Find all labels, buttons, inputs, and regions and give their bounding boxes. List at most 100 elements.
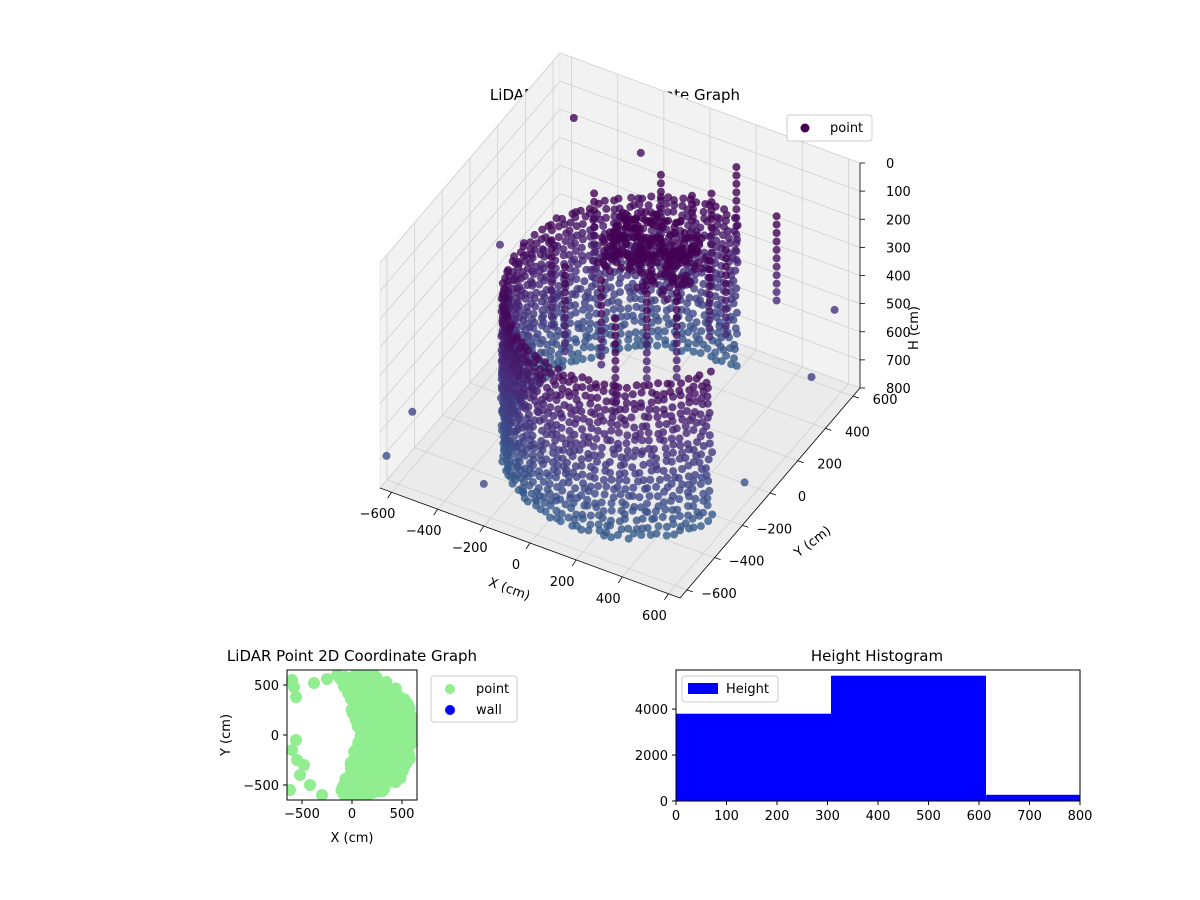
data-point-3d: [662, 531, 671, 540]
data-point-3d: [628, 311, 637, 320]
data-point-3d: [721, 313, 730, 322]
tick-mark-x-3d: [571, 559, 577, 567]
tick-mark-y-3d: [797, 460, 804, 464]
data-point-3d: [538, 306, 547, 315]
data-point-3d: [628, 390, 637, 399]
data-point-3d: [647, 466, 656, 475]
data-point-3d: [669, 440, 678, 449]
tick-mark-x-3d: [525, 542, 531, 550]
data-point-3d: [590, 410, 599, 418]
data-point-3d: [675, 254, 683, 263]
data-point-3d: [707, 189, 716, 198]
data-point-3d: [572, 383, 581, 392]
data-point-3d: [697, 234, 706, 243]
data-point-3d: [599, 387, 608, 395]
tick-mark-y-3d: [714, 557, 721, 560]
data-point-3d: [596, 450, 605, 459]
data-point-3d: [641, 485, 649, 493]
data-point-3d: [597, 301, 606, 310]
data-point-3d: [688, 208, 696, 217]
data-point-3d: [656, 179, 665, 188]
data-point-2d: [395, 763, 408, 776]
data-point-3d: [672, 331, 681, 339]
data-point-3d: [597, 318, 606, 327]
data-point-3d: [523, 281, 532, 289]
data-point-3d: [549, 411, 558, 420]
data-point-3d: [582, 265, 591, 274]
data-point-3d: [675, 454, 684, 463]
data-point-3d: [732, 308, 741, 317]
data-point-3d: [537, 297, 546, 306]
data-point-3d: [554, 222, 563, 231]
data-point-3d: [561, 271, 569, 280]
data-point-2d: [387, 688, 400, 701]
legend-label-point-2d: point: [476, 682, 509, 697]
data-point-3d: [600, 490, 609, 499]
data-point-3d: [705, 431, 714, 440]
data-point-3d: [696, 480, 705, 489]
data-point-3d: [567, 233, 576, 242]
data-point-3d: [647, 398, 656, 407]
data-point-3d: [655, 475, 664, 484]
legend-marker-point-3d: [800, 123, 810, 133]
data-point-3d: [772, 220, 781, 229]
data-point-3d: [539, 399, 548, 408]
data-point-3d: [646, 530, 655, 539]
data-point-3d: [602, 528, 611, 537]
data-point-3d: [567, 357, 576, 366]
data-point-3d: [642, 315, 651, 324]
legend-marker-wall-2d: [445, 705, 455, 715]
tick-label-z-3d: 100: [886, 185, 911, 200]
tick-mark-y-3d: [769, 492, 777, 496]
data-point-3d: [603, 262, 611, 271]
data-point-3d: [627, 413, 636, 422]
data-point-3d: [705, 486, 714, 495]
data-point-3d: [723, 227, 732, 235]
data-point-3d: [614, 383, 623, 392]
data-point-3d: [705, 299, 714, 307]
data-point-3d: [699, 496, 708, 505]
data-point-3d: [610, 485, 618, 494]
tick-label-x-histogram: 500: [916, 809, 941, 824]
histogram-bar: [676, 713, 831, 801]
data-point-3d: [598, 514, 607, 523]
data-point-3d: [643, 218, 652, 227]
tick-mark-y-3d: [825, 428, 832, 431]
data-point-3d: [538, 290, 547, 298]
data-point-3d: [670, 530, 679, 539]
data-point-3d: [705, 439, 714, 448]
data-point-3d: [578, 510, 587, 519]
data-point-3d: [600, 430, 609, 438]
data-point-3d: [515, 411, 524, 420]
data-point-3d: [656, 196, 665, 205]
data-point-3d: [613, 439, 622, 448]
data-point-3d: [563, 458, 571, 467]
data-point-3d: [696, 223, 705, 232]
data-point-3d: [707, 240, 716, 249]
data-point-3d: [526, 238, 535, 247]
data-point-3d: [650, 251, 659, 260]
data-point-3d: [721, 279, 730, 288]
data-point-3d: [597, 276, 606, 285]
data-point-3d: [571, 484, 580, 493]
data-point-3d: [632, 302, 641, 311]
tick-label-x-histogram: 700: [1017, 809, 1042, 824]
data-point-3d: [662, 450, 671, 459]
data-point-3d: [621, 485, 630, 494]
data-point-3d: [630, 423, 639, 432]
tick-label-x-3d: 400: [596, 592, 621, 607]
data-point-3d: [672, 305, 681, 314]
data-point-3d: [623, 446, 632, 455]
data-point-3d: [568, 209, 577, 218]
data-point-3d: [678, 335, 687, 344]
data-point-3d: [671, 473, 680, 482]
data-point-3d: [609, 305, 618, 314]
data-point-3d: [519, 385, 528, 394]
data-point-3d: [547, 346, 555, 355]
data-point-3d: [547, 253, 556, 262]
data-point-2d: [359, 708, 372, 721]
data-point-3d: [597, 498, 606, 507]
data-point-3d: [624, 304, 633, 313]
data-point-3d: [597, 293, 606, 302]
tick-mark-x-3d: [387, 492, 392, 499]
